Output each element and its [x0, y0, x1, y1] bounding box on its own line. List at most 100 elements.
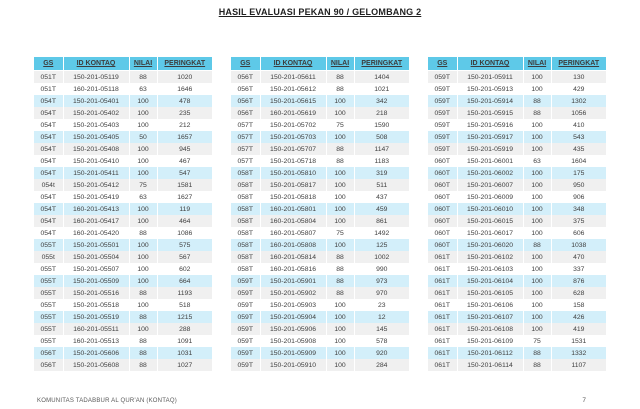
cell-col-peringkat: 945: [156, 143, 212, 155]
table-row: 061T 150-201-06105 100 628: [428, 287, 606, 299]
cell-col-nilai: 88: [522, 95, 551, 107]
table-row: 056T 160-201-05619 100 218: [231, 107, 409, 119]
table-row: 057T 150-201-05702 75 1590: [231, 119, 409, 131]
cell-col-nilai: 100: [522, 70, 551, 83]
table-row: 059T 150-201-05919 100 435: [428, 143, 606, 155]
cell-col-id-kontaq: 150-201-05910: [259, 359, 326, 371]
cell-col-id-kontaq: 150-201-05518: [62, 299, 129, 311]
cell-col-peringkat: 284: [353, 359, 409, 371]
cell-col-gs: 055T: [34, 299, 63, 311]
cell-col-gs: 059T: [428, 131, 457, 143]
table-row: 054T 150-201-05411 100 547: [34, 167, 212, 179]
cell-col-id-kontaq: 150-201-05915: [456, 107, 523, 119]
cell-col-peringkat: 1086: [156, 227, 212, 239]
cell-col-gs: 054T: [34, 203, 63, 215]
cell-col-nilai: 100: [522, 251, 551, 263]
cell-col-nilai: 100: [128, 143, 157, 155]
page-title: HASIL EVALUASI PEKAN 90 / GELOMBANG 2: [218, 7, 422, 17]
table-row: 054T 160-201-05413 100 119: [34, 203, 212, 215]
cell-col-peringkat: 464: [156, 215, 212, 227]
table-row: 057T 150-201-05718 88 1183: [231, 155, 409, 167]
cell-col-peringkat: 606: [550, 227, 606, 239]
table-row: 058T 160-201-05808 100 125: [231, 239, 409, 251]
cell-col-nilai: 100: [522, 299, 551, 311]
cell-col-peringkat: 920: [353, 347, 409, 359]
table-row: 055T 160-201-05513 88 1091: [34, 335, 212, 347]
table-row: 059T 150-201-05916 100 410: [428, 119, 606, 131]
cell-col-peringkat: 1657: [156, 131, 212, 143]
evaluation-table-middle: GS ID KONTAQ NILAI PERINGKAT 056T 150-201-05…: [231, 57, 409, 371]
cell-col-nilai: 100: [325, 107, 354, 119]
cell-col-nilai: 100: [522, 263, 551, 275]
table-row: 060T 150-201-06007 100 950: [428, 179, 606, 191]
table-row: 056T 150-201-05611 88 1404: [231, 70, 409, 83]
cell-col-peringkat: 119: [156, 203, 212, 215]
cell-col-id-kontaq: 150-201-05919: [456, 143, 523, 155]
cell-col-id-kontaq: 150-201-05904: [259, 311, 326, 323]
table-row: 059T 150-201-05908 100 578: [231, 335, 409, 347]
cell-col-peringkat: 437: [353, 191, 409, 203]
cell-col-id-kontaq: 150-201-05507: [62, 263, 129, 275]
cell-col-peringkat: 1332: [550, 347, 606, 359]
cell-col-gs: 054T: [34, 215, 63, 227]
cell-col-peringkat: 511: [353, 179, 409, 191]
cell-col-id-kontaq: 150-201-06104: [456, 275, 523, 287]
cell-col-gs: 055T: [34, 263, 63, 275]
cell-col-nilai: 88: [128, 347, 157, 359]
cell-col-nilai: 88: [325, 155, 354, 167]
cell-col-peringkat: 467: [156, 155, 212, 167]
cell-col-nilai: 75: [325, 227, 354, 239]
cell-col-nilai: 75: [325, 119, 354, 131]
cell-col-id-kontaq: 150-201-05810: [259, 167, 326, 179]
cell-col-id-kontaq: 150-201-06105: [456, 287, 523, 299]
cell-col-gs: 061T: [428, 287, 457, 299]
cell-col-id-kontaq: 150-201-05401: [62, 95, 129, 107]
cell-col-nilai: 100: [325, 335, 354, 347]
cell-col-nilai: 88: [128, 227, 157, 239]
cell-col-peringkat: 1193: [156, 287, 212, 299]
cell-col-gs: 060T: [428, 167, 457, 179]
cell-col-gs: 058T: [231, 263, 260, 275]
header-col-peringkat: PERINGKAT: [550, 57, 606, 71]
cell-col-peringkat: 1604: [550, 155, 606, 167]
cell-col-gs: 054T: [34, 131, 63, 143]
cell-col-nilai: 88: [325, 251, 354, 263]
cell-col-peringkat: 175: [550, 167, 606, 179]
cell-col-peringkat: 1020: [156, 70, 212, 83]
cell-col-id-kontaq: 150-201-05509: [62, 275, 129, 287]
cell-col-nilai: 100: [522, 119, 551, 131]
table-row: 060T 150-201-06017 100 606: [428, 227, 606, 239]
table-row: 060T 150-201-06015 100 375: [428, 215, 606, 227]
cell-col-nilai: 100: [325, 167, 354, 179]
cell-col-gs: 060T: [428, 239, 457, 251]
header-col-gs: GS: [231, 57, 260, 71]
cell-col-nilai: 100: [128, 323, 157, 335]
cell-col-nilai: 100: [128, 239, 157, 251]
cell-col-peringkat: 212: [156, 119, 212, 131]
cell-col-gs: 059T: [428, 70, 457, 83]
table-header-row: GS ID KONTAQ NILAI PERINGKAT: [231, 57, 409, 71]
cell-col-gs: 054T: [34, 227, 63, 239]
table-row: 054T 150-201-05401 100 478: [34, 95, 212, 107]
cell-col-nilai: 75: [128, 179, 157, 191]
table-row: 057T 150-201-05707 88 1147: [231, 143, 409, 155]
cell-col-nilai: 100: [325, 131, 354, 143]
cell-col-id-kontaq: 160-201-05420: [62, 227, 129, 239]
table-row: 061T 150-201-06107 100 426: [428, 311, 606, 323]
cell-col-peringkat: 876: [550, 275, 606, 287]
cell-col-gs: 056T: [231, 70, 260, 83]
cell-col-gs: 059T: [428, 95, 457, 107]
cell-col-peringkat: 429: [550, 83, 606, 95]
cell-col-nilai: 88: [325, 143, 354, 155]
cell-col-id-kontaq: 150-201-05908: [259, 335, 326, 347]
cell-col-gs: 054T: [34, 191, 63, 203]
cell-col-id-kontaq: 160-201-05816: [259, 263, 326, 275]
cell-col-peringkat: 1183: [353, 155, 409, 167]
cell-col-gs: 058T: [231, 239, 260, 251]
cell-col-id-kontaq: 150-201-06007: [456, 179, 523, 191]
cell-col-id-kontaq: 160-201-05808: [259, 239, 326, 251]
cell-col-id-kontaq: 160-201-05118: [62, 83, 129, 95]
cell-col-peringkat: 426: [550, 311, 606, 323]
cell-col-gs: 060T: [428, 179, 457, 191]
cell-col-gs: 055T: [34, 239, 63, 251]
